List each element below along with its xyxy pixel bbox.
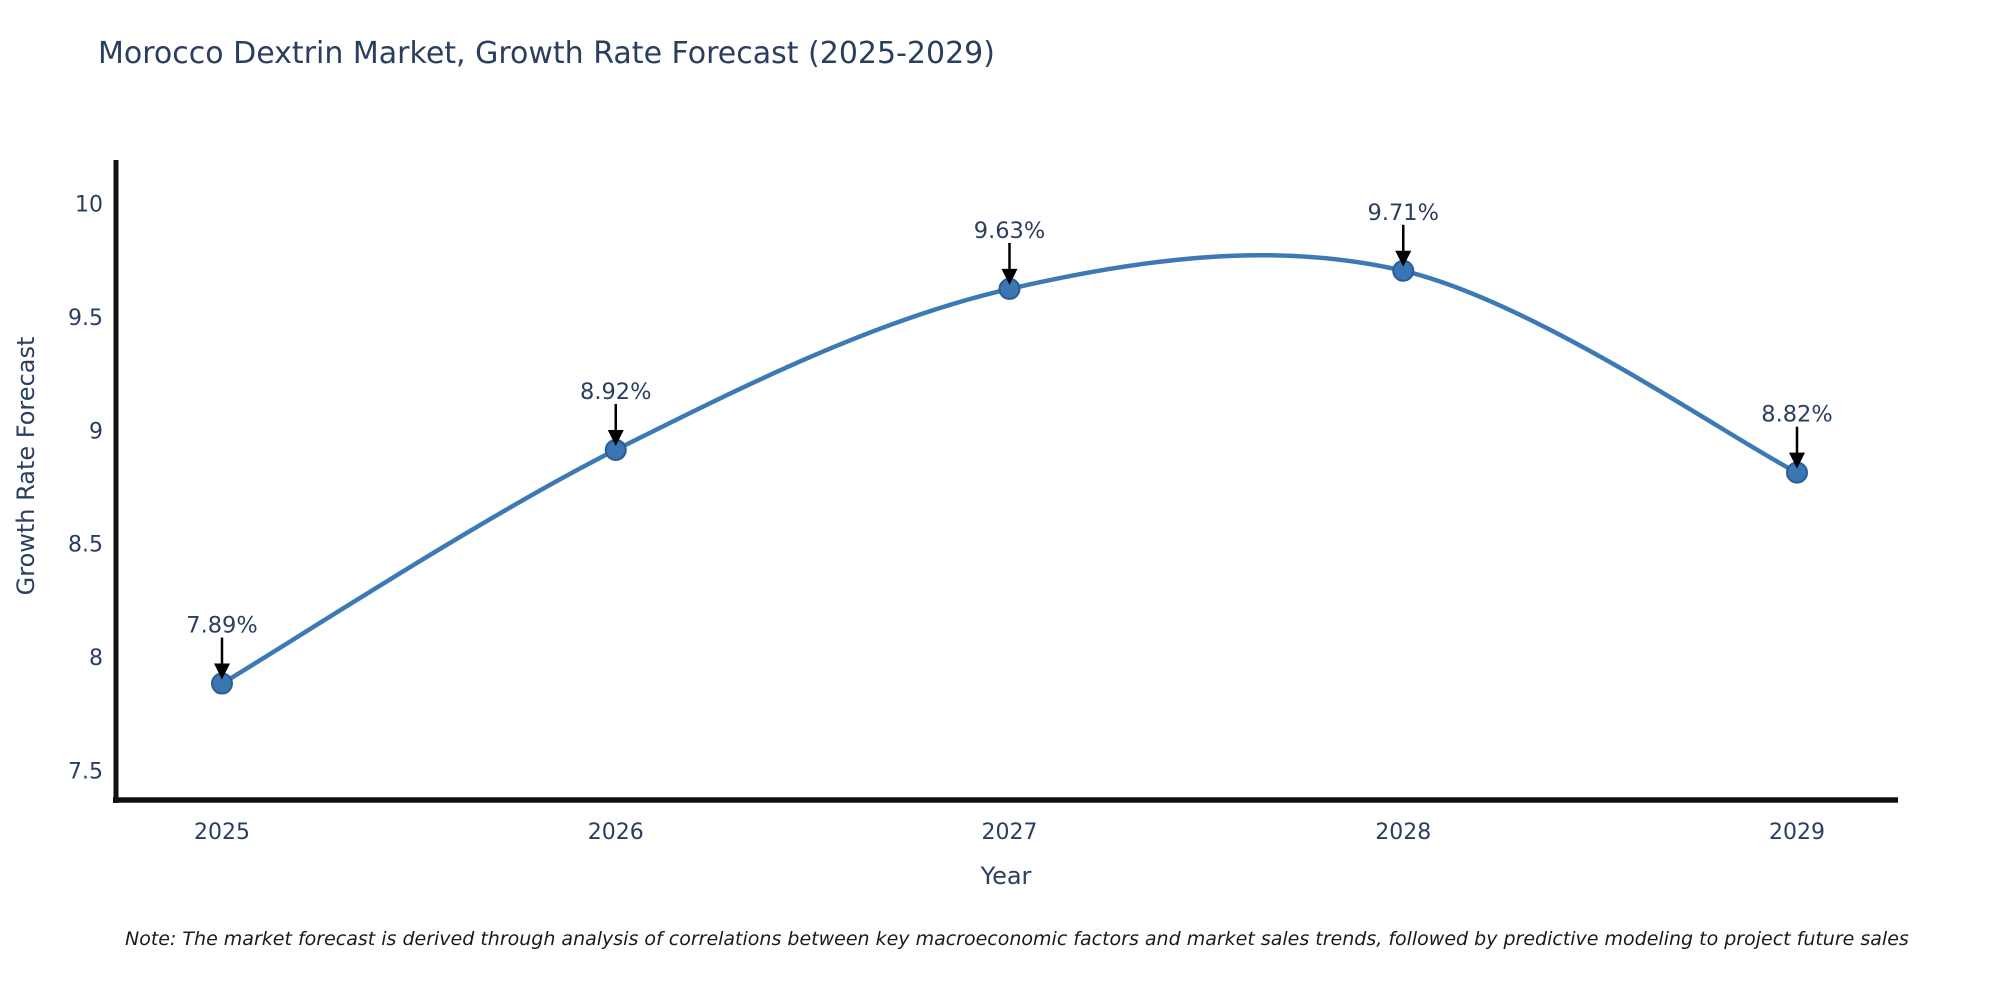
data-point-label: 8.82% (1761, 402, 1832, 428)
data-point-label: 9.63% (974, 218, 1045, 244)
y-tick-label: 9 (89, 419, 103, 444)
annotation-arrow-head (1789, 452, 1805, 469)
x-tick-label: 2027 (982, 820, 1038, 845)
data-point-label: 7.89% (186, 613, 257, 639)
y-tick-label: 10 (75, 193, 103, 218)
x-axis-title: Year (980, 862, 1032, 890)
data-point-label: 9.71% (1368, 200, 1439, 226)
data-point-label: 8.92% (580, 379, 651, 405)
x-tick-label: 2025 (194, 820, 250, 845)
x-tick-label: 2028 (1375, 820, 1431, 845)
footnote-text: Note: The market forecast is derived thr… (125, 928, 1909, 950)
chart-title: Morocco Dextrin Market, Growth Rate Fore… (98, 36, 995, 71)
annotation-arrow-head (214, 663, 230, 680)
y-tick-label: 9.5 (68, 306, 103, 331)
series-line (219, 252, 1800, 686)
x-tick-label: 2029 (1769, 820, 1825, 845)
annotation-arrow-head (1001, 268, 1018, 285)
annotation-arrow-head (1395, 250, 1412, 267)
annotation-arrow-head (607, 429, 624, 446)
y-tick-label: 8.5 (68, 533, 103, 558)
y-tick-label: 7.5 (68, 760, 103, 785)
x-tick-label: 2026 (588, 820, 644, 845)
y-tick-label: 8 (89, 646, 103, 671)
